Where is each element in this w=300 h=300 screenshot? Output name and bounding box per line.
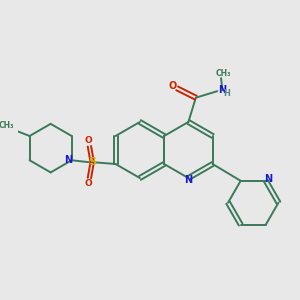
- Text: N: N: [184, 175, 192, 185]
- Text: CH₃: CH₃: [215, 69, 231, 78]
- Text: O: O: [85, 136, 92, 145]
- Text: S: S: [88, 157, 96, 167]
- Text: H: H: [223, 89, 230, 98]
- Text: N: N: [218, 85, 226, 95]
- Text: O: O: [168, 82, 177, 92]
- Text: N: N: [264, 174, 272, 184]
- Text: CH₃: CH₃: [0, 121, 14, 130]
- Text: O: O: [85, 179, 92, 188]
- Text: N: N: [64, 155, 72, 165]
